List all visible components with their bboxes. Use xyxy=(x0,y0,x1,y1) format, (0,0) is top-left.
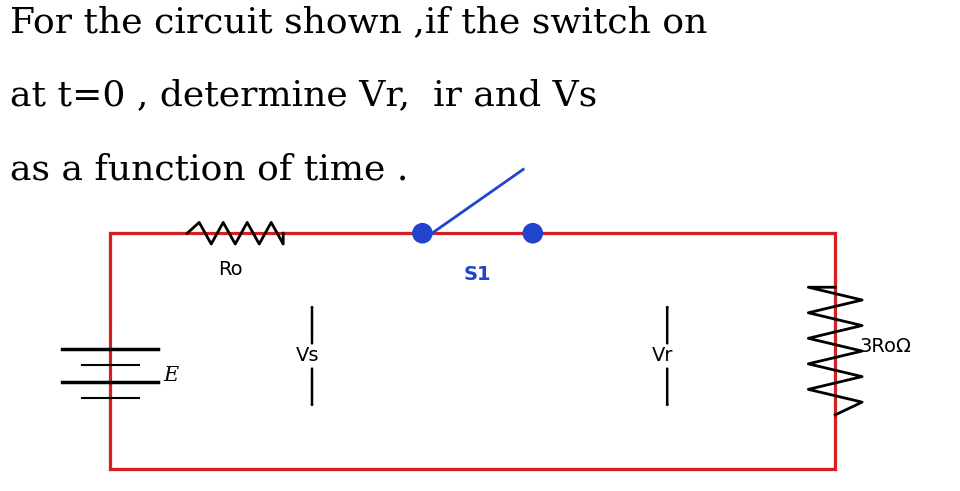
Text: E: E xyxy=(163,366,179,385)
Ellipse shape xyxy=(413,223,432,243)
Text: For the circuit shown ,if the switch on: For the circuit shown ,if the switch on xyxy=(10,5,707,39)
Bar xyxy=(110,233,835,469)
Text: as a function of time .: as a function of time . xyxy=(10,152,408,186)
Text: Vr: Vr xyxy=(652,347,673,365)
Text: 3RoΩ: 3RoΩ xyxy=(859,337,911,355)
Text: at t=0 , determine Vr,  ir and Vs: at t=0 , determine Vr, ir and Vs xyxy=(10,79,597,112)
Text: Vs: Vs xyxy=(296,347,319,365)
Ellipse shape xyxy=(523,223,542,243)
Text: S1: S1 xyxy=(464,265,492,284)
Text: Ro: Ro xyxy=(218,260,243,279)
